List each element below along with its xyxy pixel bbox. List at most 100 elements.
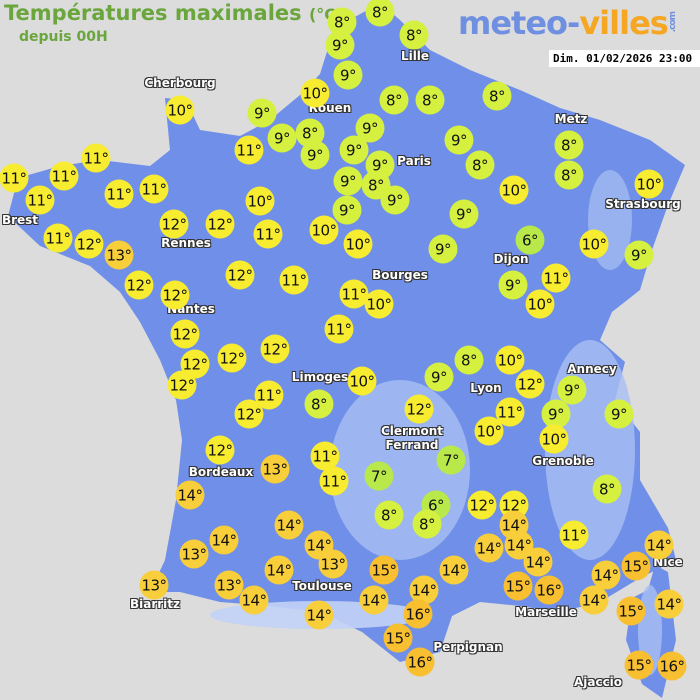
temperature-marker: 8°	[554, 160, 584, 190]
city-label: Bordeaux	[188, 465, 254, 479]
temperature-marker: 10°	[499, 175, 529, 205]
temperature-marker: 12°	[225, 260, 255, 290]
temperature-marker: 8°	[374, 500, 404, 530]
temperature-marker: 9°	[333, 60, 363, 90]
temperature-marker: 16°	[534, 575, 564, 605]
temperature-marker: 9°	[424, 362, 454, 392]
temperature-marker: 8°	[415, 85, 445, 115]
temperature-marker: 14°	[274, 510, 304, 540]
temperature-marker: 8°	[412, 509, 442, 539]
temperature-marker: 14°	[474, 533, 504, 563]
temperature-marker: 9°	[380, 185, 410, 215]
temperature-marker: 8°	[482, 81, 512, 111]
temperature-marker: 14°	[654, 589, 684, 619]
temperature-marker: 12°	[167, 370, 197, 400]
temperature-marker: 10°	[364, 289, 394, 319]
temperature-marker: 14°	[239, 585, 269, 615]
temperature-marker: 10°	[539, 424, 569, 454]
temperature-marker: 10°	[300, 78, 330, 108]
logo-part2: villes	[579, 4, 669, 42]
temperature-marker: 8°	[454, 345, 484, 375]
temperature-marker: 9°	[604, 399, 634, 429]
temperature-marker: 15°	[369, 555, 399, 585]
temperature-marker: 11°	[43, 223, 73, 253]
meteo-villes-logo: meteo-villes.com	[458, 4, 678, 42]
temperature-marker: 15°	[624, 650, 654, 680]
city-label: Biarritz	[129, 597, 181, 611]
map-subtitle: depuis 00H	[19, 29, 108, 45]
temperature-marker: 11°	[339, 279, 369, 309]
temperature-marker: 13°	[104, 240, 134, 270]
temperature-marker: 9°	[247, 98, 277, 128]
temperature-marker: 13°	[318, 549, 348, 579]
temperature-marker: 12°	[124, 270, 154, 300]
temperature-marker: 11°	[253, 219, 283, 249]
temperature-marker: 11°	[104, 179, 134, 209]
temperature-marker: 10°	[347, 366, 377, 396]
temperature-marker: 8°	[379, 85, 409, 115]
temperature-marker: 12°	[234, 399, 264, 429]
city-label: Lyon	[470, 381, 502, 395]
temperature-marker: 9°	[498, 270, 528, 300]
temperature-marker: 12°	[160, 280, 190, 310]
temperature-marker: 12°	[515, 369, 545, 399]
temperature-marker: 9°	[333, 166, 363, 196]
city-label: Brest	[1, 213, 39, 227]
temperature-marker: 8°	[554, 130, 584, 160]
temperature-marker: 11°	[559, 520, 589, 550]
temperature-marker: 10°	[343, 229, 373, 259]
temperature-marker: 10°	[495, 345, 525, 375]
temperature-marker: 13°	[139, 570, 169, 600]
temperature-marker: 12°	[74, 229, 104, 259]
temperature-marker: 14°	[209, 525, 239, 555]
temperature-marker: 11°	[319, 466, 349, 496]
temperature-marker: 15°	[616, 596, 646, 626]
city-label: Lille	[400, 49, 430, 63]
temperature-marker: 12°	[205, 435, 235, 465]
temperature-marker: 14°	[175, 480, 205, 510]
map-title: Températures maximales (°C)	[4, 1, 343, 25]
temperature-marker: 9°	[557, 375, 587, 405]
temperature-marker: 11°	[25, 185, 55, 215]
temperature-marker: 11°	[541, 263, 571, 293]
temperature-marker: 10°	[165, 95, 195, 125]
city-label: Ajaccio	[573, 675, 623, 689]
temperature-marker: 11°	[81, 143, 111, 173]
temperature-marker: 14°	[579, 585, 609, 615]
temperature-marker: 11°	[0, 163, 29, 193]
city-label: Cherbourg	[144, 76, 216, 90]
temperature-marker: 7°	[436, 445, 466, 475]
city-label: Paris	[397, 154, 431, 168]
city-label: Strasbourg	[605, 197, 681, 211]
temperature-marker: 12°	[260, 334, 290, 364]
title-text: Températures maximales	[4, 1, 302, 25]
temperature-marker: 9°	[449, 199, 479, 229]
temperature-marker: 9°	[624, 240, 654, 270]
temperature-marker: 10°	[579, 229, 609, 259]
temperature-marker: 11°	[234, 135, 264, 165]
temperature-marker: 8°	[365, 0, 395, 27]
temperature-marker: 11°	[49, 161, 79, 191]
temperature-marker: 12°	[205, 209, 235, 239]
city-label: Annecy	[567, 362, 617, 376]
temperature-marker: 8°	[399, 20, 429, 50]
temperature-marker: 16°	[657, 651, 687, 681]
temperature-marker: 9°	[444, 125, 474, 155]
city-label: Grenoble	[532, 454, 594, 468]
temperature-marker: 9°	[365, 150, 395, 180]
temperature-marker: 10°	[245, 186, 275, 216]
temperature-marker: 11°	[279, 265, 309, 295]
temperature-marker: 9°	[332, 195, 362, 225]
city-label: Clermont Ferrand	[380, 424, 444, 452]
temperature-marker: 11°	[139, 174, 169, 204]
temperature-marker: 12°	[217, 343, 247, 373]
temperature-marker: 9°	[325, 30, 355, 60]
temperature-marker: 10°	[309, 215, 339, 245]
temperature-marker: 7°	[364, 461, 394, 491]
temperature-marker: 16°	[403, 599, 433, 629]
temperature-marker: 9°	[300, 140, 330, 170]
city-label: Metz	[554, 112, 588, 126]
temperature-marker: 12°	[159, 209, 189, 239]
temperature-marker: 9°	[267, 123, 297, 153]
datetime-label: Dim. 01/02/2026 23:00	[549, 50, 700, 67]
